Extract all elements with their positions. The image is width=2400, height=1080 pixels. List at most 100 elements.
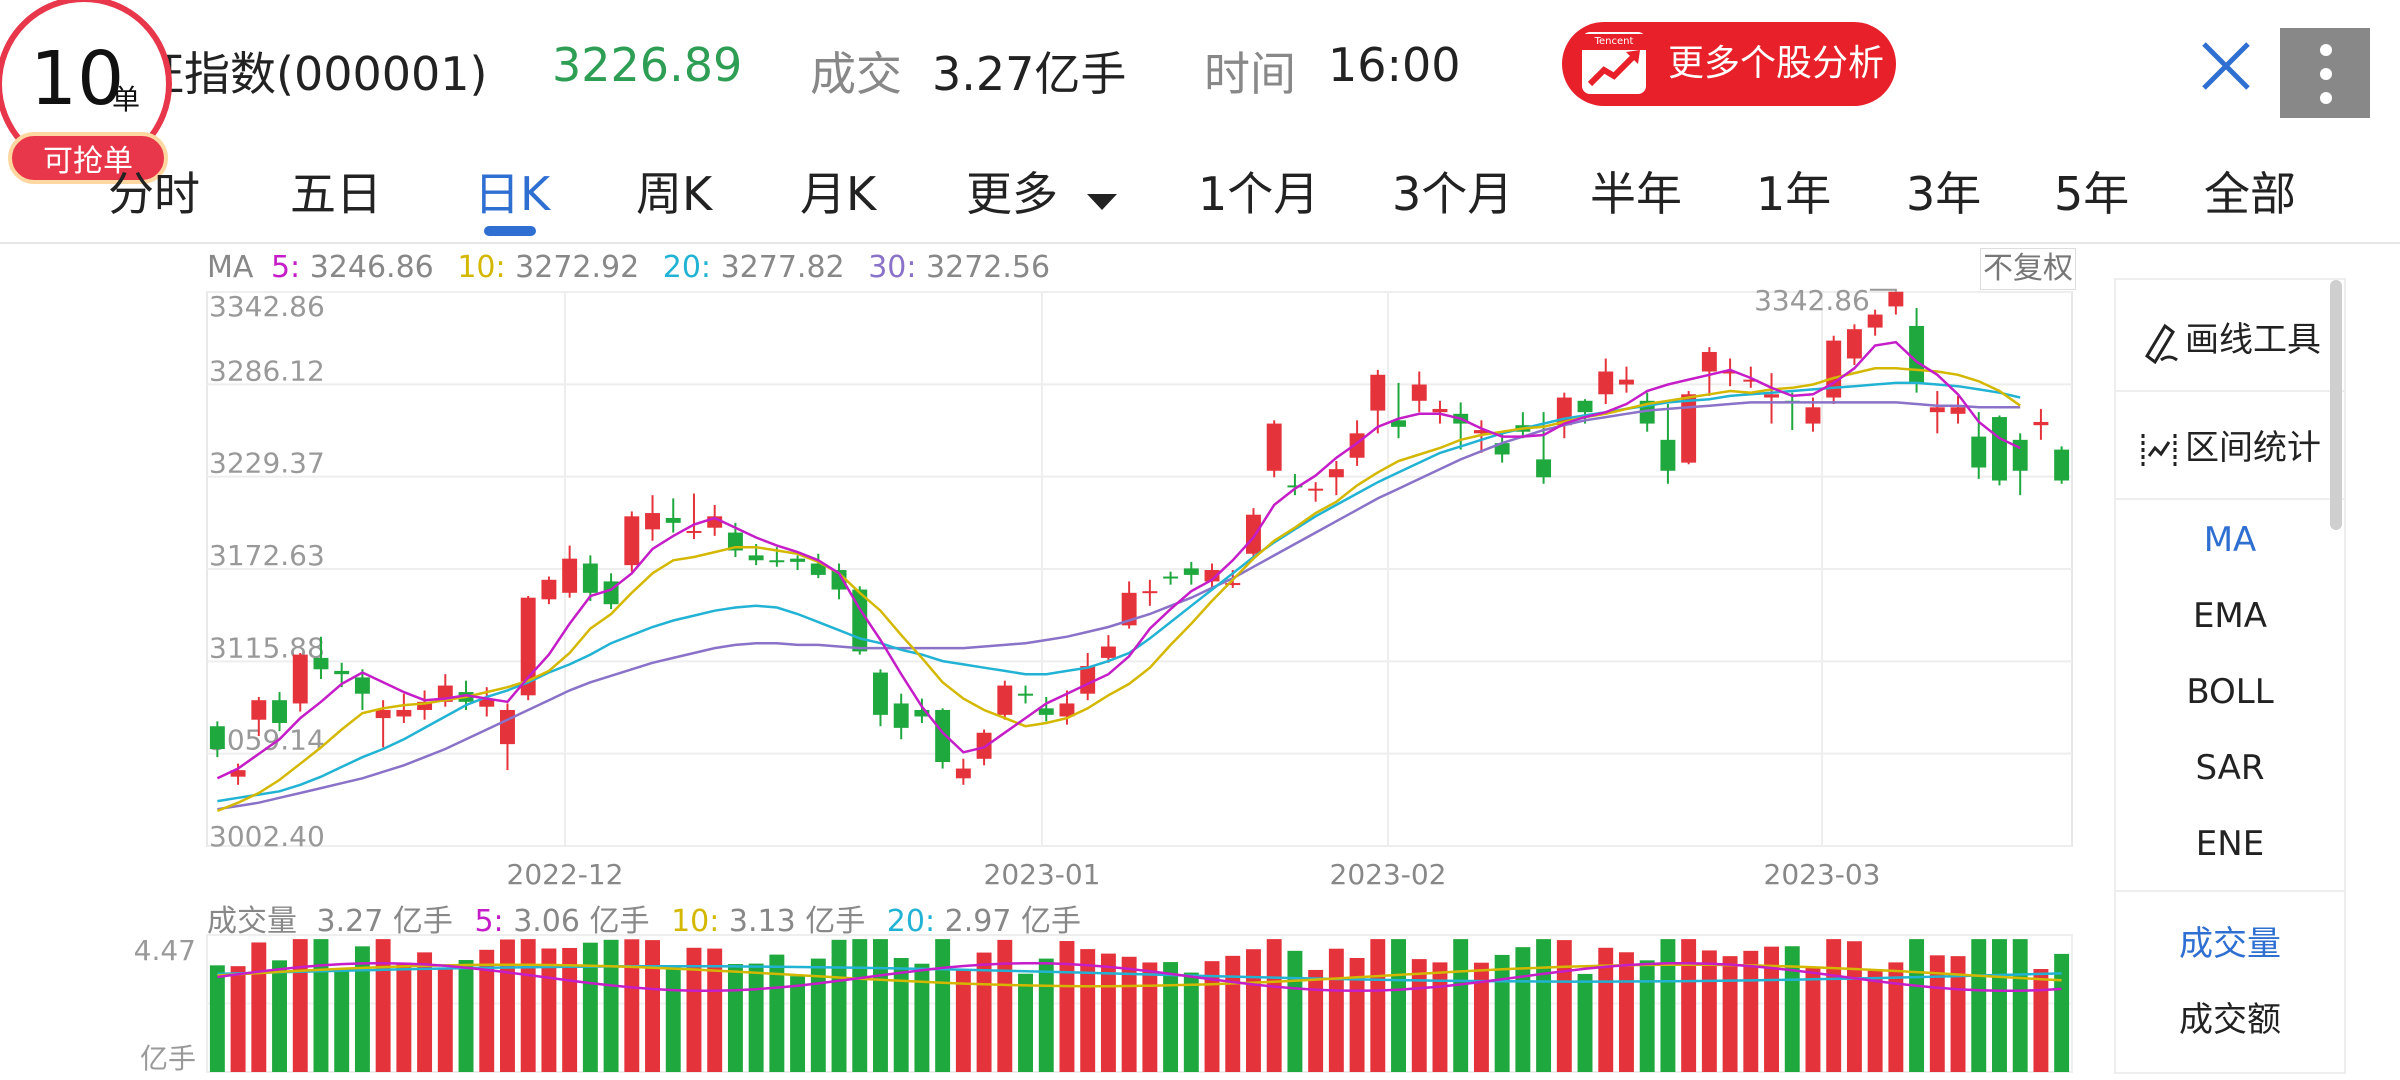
- y-tick-label: 3229.37: [209, 447, 325, 480]
- volume-axis-top: 4.47: [134, 934, 196, 967]
- indicator-panel: 画线工具 区间统计 MA EMA BOLL SAR ENE 成交量 成交额: [2114, 278, 2346, 1074]
- tab-daily-k[interactable]: 日K: [474, 167, 551, 221]
- volume-bar: [1681, 939, 1697, 1072]
- volume-bar: [437, 967, 453, 1072]
- draw-tool-button[interactable]: 画线工具: [2116, 312, 2344, 364]
- indicator-boll[interactable]: BOLL: [2186, 672, 2274, 712]
- indicator-ma[interactable]: MA: [2203, 520, 2257, 560]
- current-price: 3226.89: [552, 38, 743, 92]
- volume-bar: [417, 952, 433, 1072]
- period-tabs: 分时 五日 日K 周K 月K 更多 1个月 3个月 半年 1年 3年 5年 全部: [0, 150, 2400, 244]
- volume-bar: [790, 976, 806, 1072]
- x-tick-label: 2023-03: [1764, 858, 1881, 891]
- tab-3-year[interactable]: 3年: [1906, 167, 1982, 221]
- candle-body: [1246, 514, 1261, 554]
- tab-five-day[interactable]: 五日: [290, 167, 382, 221]
- volume-bar: [1701, 950, 1717, 1072]
- candle-body: [417, 701, 433, 710]
- volume-bar: [1660, 939, 1676, 1072]
- volume-bar: [375, 939, 391, 1072]
- volume-bar: [1266, 939, 1282, 1072]
- indicator-ene[interactable]: ENE: [2195, 824, 2265, 864]
- candle-body: [1328, 469, 1344, 478]
- tab-half-year[interactable]: 半年: [1590, 167, 1682, 221]
- quote-header: 证指数(000001) 3226.89 成交 3.27亿手 时间 16:00 更…: [0, 0, 2400, 140]
- tab-5-year[interactable]: 5年: [2054, 167, 2130, 221]
- tabs-divider: [0, 242, 2400, 244]
- candle-body: [1287, 485, 1303, 488]
- tab-1-month[interactable]: 1个月: [1198, 167, 1320, 221]
- candle-body: [1121, 592, 1137, 626]
- volume-bar: [1950, 956, 1966, 1072]
- indicator-sar[interactable]: SAR: [2195, 748, 2265, 788]
- tab-all[interactable]: 全部: [2204, 167, 2296, 221]
- panel-scrollbar[interactable]: [2330, 280, 2342, 530]
- volume-bar: [272, 960, 287, 1072]
- candle-body: [1142, 591, 1158, 594]
- grab-order-button[interactable]: 可抢单: [8, 132, 168, 184]
- candle-body: [1370, 374, 1386, 411]
- vol20-value: 2.97 亿手: [944, 904, 1081, 939]
- candle-body: [1681, 394, 1697, 463]
- more-menu-icon[interactable]: [2280, 28, 2370, 118]
- volume-bar: [1494, 954, 1510, 1072]
- candle-body: [2033, 421, 2049, 426]
- candle-body: [251, 700, 267, 720]
- candle-body: [1308, 488, 1324, 491]
- candle-body: [1701, 351, 1717, 372]
- candle-body: [748, 555, 764, 561]
- tab-1-year[interactable]: 1年: [1756, 167, 1832, 221]
- turnover-indicator[interactable]: 成交额: [2179, 1000, 2281, 1040]
- vol10-key: 10:: [671, 904, 720, 939]
- volume-bar: [1619, 952, 1634, 1072]
- candle-body: [1204, 570, 1220, 582]
- range-stat-button[interactable]: 区间统计: [2116, 420, 2344, 470]
- candle-body: [707, 516, 723, 528]
- volume-bar: [665, 966, 681, 1072]
- tab-monthly-k[interactable]: 月K: [800, 167, 877, 221]
- indicator-ema[interactable]: EMA: [2192, 596, 2268, 636]
- candle-body: [1722, 371, 1738, 374]
- close-icon[interactable]: [2190, 30, 2262, 102]
- tab-weekly-k[interactable]: 周K: [636, 167, 713, 221]
- candle-body: [1619, 379, 1634, 385]
- tab-intraday[interactable]: 分时: [108, 167, 200, 221]
- candle-body: [645, 513, 660, 530]
- tab-3-month[interactable]: 3个月: [1392, 167, 1514, 221]
- volume-bar: [1867, 970, 1883, 1072]
- volume-bar: [500, 939, 515, 1072]
- candle-body: [1950, 407, 1966, 414]
- candle-body: [354, 677, 370, 694]
- time-label: 时间: [1204, 47, 1296, 101]
- volume-bar: [1204, 961, 1220, 1072]
- volume-bar: [707, 948, 723, 1072]
- volume-bar: [748, 963, 764, 1072]
- volume-bar: [1971, 939, 1987, 1072]
- volume-bar: [230, 966, 246, 1072]
- volume-bar: [1473, 962, 1489, 1072]
- candle-body: [2054, 449, 2070, 481]
- vol-ma20-line: [217, 965, 2062, 983]
- order-badge[interactable]: 10 单 可抢单: [0, 0, 172, 184]
- volume-bar: [914, 963, 930, 1072]
- volume-bar: [520, 939, 536, 1072]
- volume-indicator[interactable]: 成交量: [2179, 924, 2281, 964]
- volume-bar: [603, 939, 619, 1072]
- volume-bar: [852, 939, 868, 1072]
- volume-bar: [1784, 946, 1800, 1072]
- candle-body: [1411, 384, 1427, 401]
- candle-body: [292, 654, 308, 704]
- range-stat-icon: [2141, 433, 2177, 466]
- volume-bar: [976, 952, 992, 1072]
- candle-body: [790, 558, 806, 562]
- adjust-toggle[interactable]: 不复权: [1980, 248, 2076, 290]
- candle-body: [665, 517, 681, 523]
- volume-bar: [2012, 939, 2028, 1072]
- volume-bar: [1246, 949, 1261, 1072]
- tab-more[interactable]: 更多: [966, 158, 1117, 224]
- candle-body: [810, 563, 826, 575]
- volume-bar: [1328, 948, 1344, 1072]
- candle-body: [396, 709, 412, 717]
- volume-bar: [479, 949, 495, 1072]
